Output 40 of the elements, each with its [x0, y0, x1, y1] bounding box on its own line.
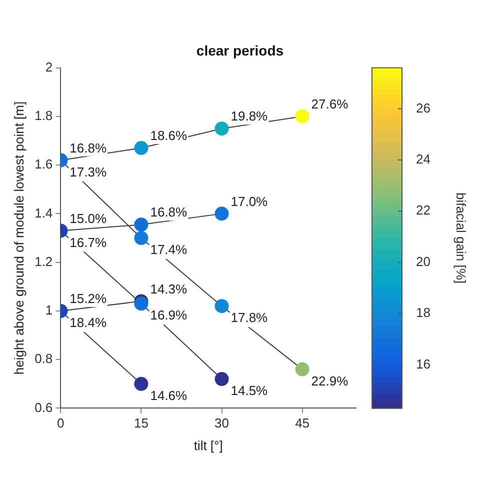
annotation: 15.0% [70, 210, 107, 226]
color-bar-label: 16 [416, 356, 430, 372]
y-tick-label: 2 [45, 59, 53, 74]
annotation: 16.7% [70, 234, 107, 250]
annotation: 17.8% [230, 310, 268, 326]
annotation: 15.2% [70, 291, 107, 306]
annotation: 14.5% [230, 383, 268, 398]
annotation: 18.6% [150, 128, 188, 144]
annotation: 17.3% [70, 164, 107, 180]
y-tick-label: 1.2 [34, 254, 53, 269]
y-tick-label: 1.4 [34, 205, 53, 220]
color-bar-label: 20 [416, 254, 430, 269]
y-axis-title: height above ground of module lowest point [m] [11, 101, 26, 375]
annotation: 19.8% [230, 108, 268, 124]
color-bar-title: bifacial gain [%] [454, 192, 469, 284]
annotation: 16.8% [70, 140, 107, 156]
annotation: 22.9% [311, 373, 349, 388]
y-tick-label: 1.6 [34, 156, 53, 172]
x-tick-label: 30 [214, 416, 229, 431]
color-bar-label: 26 [416, 100, 430, 116]
color-bar-label: 24 [416, 152, 430, 167]
annotation: 14.3% [150, 281, 188, 296]
annotation: 17.0% [230, 194, 268, 209]
y-tick-label: 0.8 [34, 351, 53, 366]
x-tick-label: 45 [295, 416, 310, 431]
y-tick-label: 0.6 [34, 400, 53, 415]
color-bar-label: 18 [416, 305, 430, 320]
annotation: 18.4% [70, 315, 107, 330]
x-tick-label: 0 [57, 416, 64, 431]
y-tick-label: 1 [45, 302, 53, 318]
chart-title: clear periods [196, 42, 284, 58]
annotation: 17.4% [150, 242, 188, 258]
x-axis-title: tilt [°] [194, 438, 223, 454]
color-bar-label: 22 [416, 202, 430, 218]
annotation: 14.6% [150, 388, 188, 403]
x-tick-label: 15 [134, 416, 148, 431]
annotation: 16.9% [150, 308, 188, 323]
y-tick-label: 1.8 [34, 108, 53, 124]
annotation: 16.8% [150, 204, 188, 220]
annotation: 27.6% [311, 96, 349, 112]
